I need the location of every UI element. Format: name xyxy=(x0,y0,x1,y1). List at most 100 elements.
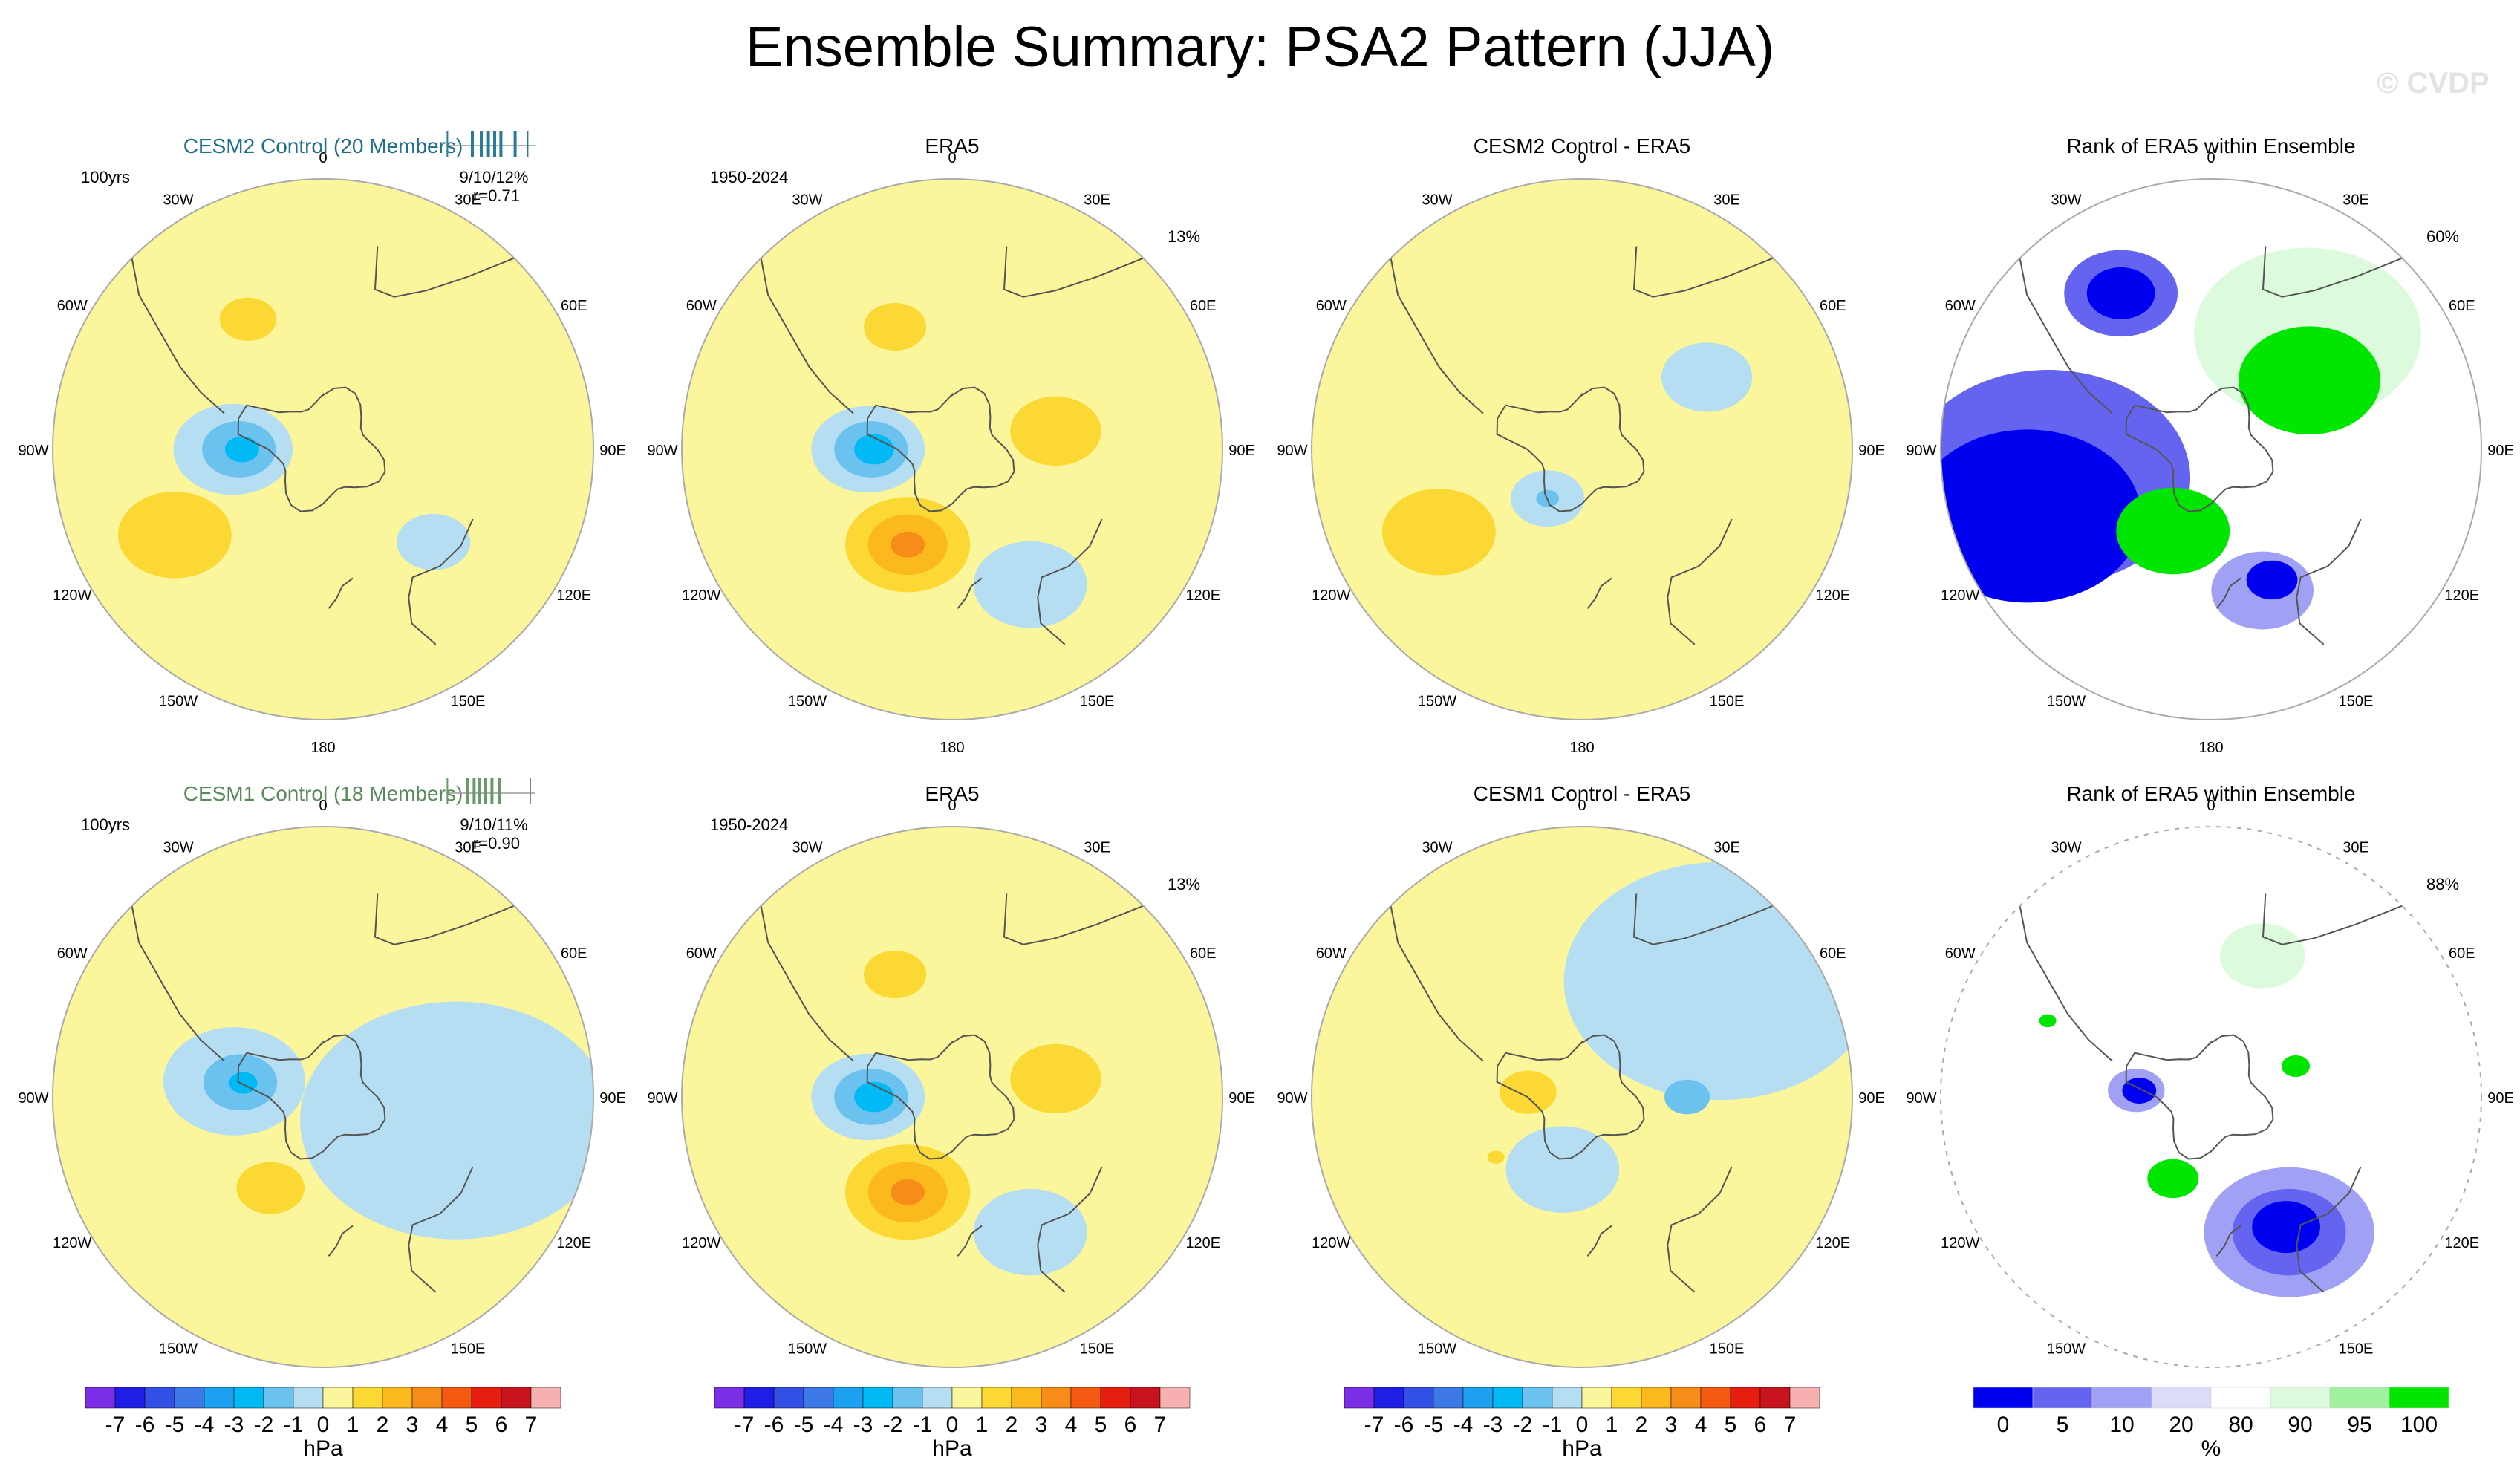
longitude-label: 90W xyxy=(1906,1090,1936,1107)
contour-region xyxy=(2238,326,2381,435)
panel-title: ERA5 xyxy=(925,782,979,805)
longitude-label: 30E xyxy=(1713,192,1740,208)
longitude-label: 120E xyxy=(1815,587,1850,604)
colorbar-swatch xyxy=(1492,1387,1523,1409)
colorbar-tick-label: -1 xyxy=(913,1413,933,1437)
colorbar-tick-label: -1 xyxy=(1543,1413,1563,1437)
longitude-label: 30E xyxy=(455,839,481,856)
antarctica-coastline xyxy=(237,386,386,512)
contour-region xyxy=(2039,1014,2057,1028)
map-panel-era5-row2: 030E60E90E120E150E180150W120W90W60W30WER… xyxy=(647,782,1254,1404)
longitude-label: 0 xyxy=(948,150,956,166)
australia-coastline xyxy=(408,518,474,645)
colorbar-swatch xyxy=(1433,1387,1464,1409)
longitude-label: 0 xyxy=(1578,150,1586,166)
colorbar-swatch xyxy=(1373,1387,1404,1409)
colorbar-tick-label: 6 xyxy=(495,1413,508,1437)
longitude-label: 90E xyxy=(2487,443,2514,459)
longitude-label: 150E xyxy=(1710,694,1745,710)
longitude-label: 0 xyxy=(319,150,327,166)
contour-region xyxy=(376,1203,406,1225)
colorbar-swatch xyxy=(204,1387,235,1409)
colorbar-tick-label: 95 xyxy=(2347,1413,2371,1437)
panel-title: CESM1 Control (18 Members) xyxy=(183,782,463,805)
colorbar-swatch xyxy=(501,1387,532,1409)
longitude-label: 150W xyxy=(1418,694,1456,710)
longitude-label: 30W xyxy=(792,192,822,208)
colorbar-swatch xyxy=(382,1387,413,1409)
longitude-label: 120E xyxy=(2444,1235,2479,1251)
longitude-label: 60E xyxy=(1820,298,1846,314)
antarctica-coastline xyxy=(237,1034,386,1160)
colorbar-swatch xyxy=(2329,1387,2390,1409)
colorbar-tick-label: 1 xyxy=(976,1413,989,1437)
africa-coastline xyxy=(2262,246,2403,298)
contour-region xyxy=(1010,1043,1101,1114)
longitude-label: 120E xyxy=(1185,1235,1220,1251)
contour-region xyxy=(854,1081,894,1113)
contour-region xyxy=(1506,179,1791,374)
colorbar-tick-label: 1 xyxy=(347,1413,359,1437)
colorbar-tick-label: 5 xyxy=(2057,1413,2069,1437)
map-boundary xyxy=(1940,178,2482,720)
colorbar-swatch xyxy=(263,1387,294,1409)
longitude-label: 30E xyxy=(455,192,481,208)
colorbar-swatch xyxy=(2032,1387,2093,1409)
contour-region xyxy=(1563,862,1852,1101)
longitude-label: 30W xyxy=(1422,192,1452,208)
contour-region xyxy=(891,531,925,558)
contour-field xyxy=(1941,827,2481,1367)
longitude-label: 30E xyxy=(2342,192,2369,208)
longitude-label: 30E xyxy=(2342,839,2369,856)
map-boundary xyxy=(681,826,1223,1368)
antarctica-coastline xyxy=(2125,386,2274,512)
colorbar-tick-label: -1 xyxy=(284,1413,304,1437)
australia-coastline xyxy=(2296,1166,2362,1293)
longitude-label: 60E xyxy=(1190,298,1217,314)
colorbar-tick-label: 2 xyxy=(1635,1413,1648,1437)
south-america-coastline xyxy=(131,905,225,1062)
colorbar-swatch xyxy=(293,1387,324,1409)
colorbar-swatch xyxy=(1670,1387,1702,1409)
longitude-label: 90E xyxy=(2487,1090,2514,1107)
longitude-label: 90W xyxy=(647,443,677,459)
contour-region xyxy=(2281,1055,2311,1078)
period-label: 1950-2024 xyxy=(710,815,788,834)
map-panel-rank-row2: 030E60E90E120E150E180150W120W90W60W30WRa… xyxy=(1906,782,2513,1404)
watermark: © CVDP xyxy=(2377,67,2490,100)
colorbar-tick-label: 80 xyxy=(2228,1413,2253,1437)
colorbar-swatch xyxy=(2210,1387,2271,1409)
colorbar-swatch xyxy=(114,1387,146,1409)
colorbar-swatch xyxy=(1730,1387,1761,1409)
longitude-label: 60E xyxy=(2449,945,2475,962)
longitude-label: 150E xyxy=(1710,1341,1745,1358)
colorbar-swatch xyxy=(1011,1387,1042,1409)
longitude-label: 60E xyxy=(1820,945,1846,962)
longitude-label: 90E xyxy=(599,1090,626,1107)
longitude-label: 90E xyxy=(599,443,626,459)
longitude-label: 150W xyxy=(159,694,198,710)
variance-label: 13% xyxy=(1168,227,1200,246)
field-background xyxy=(53,179,593,720)
africa-coastline xyxy=(1632,246,1774,298)
longitude-label: 120W xyxy=(1941,1235,1979,1251)
south-america-coastline xyxy=(760,258,854,414)
longitude-label: 120E xyxy=(2444,587,2479,604)
longitude-label: 60W xyxy=(1316,298,1347,314)
colorbar-tick-label: 0 xyxy=(317,1413,330,1437)
longitude-label: 120E xyxy=(556,587,591,604)
map-panel-cesm2-control: 0 30E 60E 90E 120E 150E 180 150W 120W 90W 60W 30W CE… xyxy=(18,131,626,756)
contour-region xyxy=(300,1001,593,1240)
antarctica-coastline xyxy=(866,386,1015,512)
map-boundary xyxy=(681,178,1223,720)
longitude-label: 30W xyxy=(163,192,193,208)
contour-field xyxy=(1941,179,2481,720)
new-zealand-coastline xyxy=(2215,1225,2241,1257)
contour-region xyxy=(1664,1079,1710,1115)
longitude-label: 120E xyxy=(1815,1235,1850,1251)
africa-coastline xyxy=(1003,893,1144,945)
panel-title: Rank of ERA5 within Ensemble xyxy=(2066,134,2355,157)
colorbar-swatch xyxy=(2151,1387,2212,1409)
